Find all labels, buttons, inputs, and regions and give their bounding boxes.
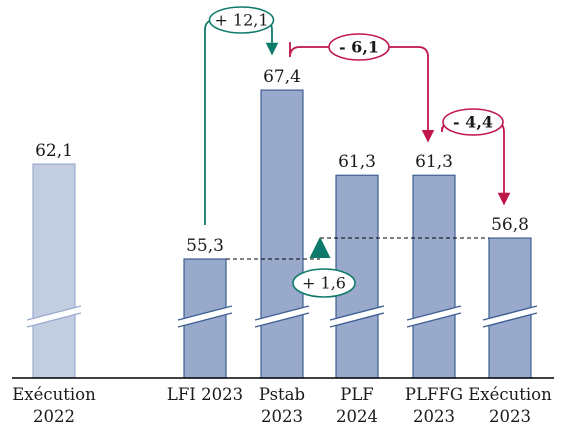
bar-0 [32,163,76,379]
axis-break-4 [406,305,462,328]
annotation-0-label: + 12,1 [214,11,268,30]
axis-break-gap-3 [330,306,384,327]
bar-2 [260,89,304,379]
annotation-1-label: - 6,1 [339,38,379,57]
category-label-5-0: Exécution [468,385,552,404]
axis-break-line-top-2 [254,305,310,321]
axis-break-gap-1 [178,306,232,327]
category-label-1-0: LFI 2023 [167,385,243,404]
value-label-2: 67,4 [263,67,301,87]
axis-break-line-bottom-2 [254,312,310,328]
bar-4 [412,174,456,379]
annotation-2-bubble [442,108,504,136]
axis-break-line-bottom-4 [406,312,462,328]
axis-break-line-bottom-5 [482,312,538,328]
value-labels-layer: 62,1 55,3 67,4 61,3 61,3 56,8 [35,67,529,256]
category-label-2-0: Pstab [259,385,305,404]
annotation-3-label: + 1,6 [302,274,346,293]
axis-break-line-top-0 [26,305,82,321]
axis-break-gap-5 [483,306,537,327]
annotation-2: - 4,4 [441,108,511,206]
axis-break-gap-2 [255,306,309,327]
annotation-0: + 12,1 [204,6,279,225]
category-label-2-1: 2023 [261,407,303,426]
bar-5 [488,237,532,379]
axis-break-gap-4 [407,306,461,327]
category-label-5-1: 2023 [489,407,531,426]
category-label-0-0: Exécution [12,385,96,404]
axis-break-line-bottom-3 [329,312,385,328]
axis-break-5 [482,305,538,328]
axis-break-line-top-3 [329,305,385,321]
value-label-3: 61,3 [338,152,376,172]
category-label-4-0: PLFFG [405,385,463,404]
category-label-3-1: 2024 [336,407,378,426]
annotation-0-bubble [208,6,275,34]
axis-break-0 [26,305,82,328]
axis-break-gap-0 [27,306,81,327]
axis-break-layer [26,305,538,328]
category-label-4-1: 2023 [413,407,455,426]
axis-break-line-bottom-1 [177,312,233,328]
axis-break-1 [177,305,233,328]
annotation-1-bubble [328,33,390,61]
guide-lines-layer [226,237,489,260]
annotation-3: + 1,6 [292,236,356,298]
value-label-1: 55,3 [186,236,224,256]
value-label-4: 61,3 [415,152,453,172]
annotation-2-label: - 4,4 [453,113,493,132]
axis-break-line-top-4 [406,305,462,321]
category-label-3-0: PLF [340,385,374,404]
axis-break-line-top-5 [482,305,538,321]
annotation-1: - 6,1 [289,33,435,143]
axis-break-2 [254,305,310,328]
category-labels-layer: Exécution 2022 LFI 2023 Pstab 2023 PLF 2024 PLF… [12,385,552,426]
value-label-5: 56,8 [491,215,529,235]
axis-break-3 [329,305,385,328]
axis-break-line-top-1 [177,305,233,321]
annotation-arrows-layer: + 12,1 - 6,1 - 4,4 + 1,6 [204,6,511,298]
annotation-3-bubble [292,268,356,298]
value-label-0: 62,1 [35,141,73,161]
axis-break-line-bottom-0 [26,312,82,328]
category-label-0-1: 2022 [33,407,75,426]
